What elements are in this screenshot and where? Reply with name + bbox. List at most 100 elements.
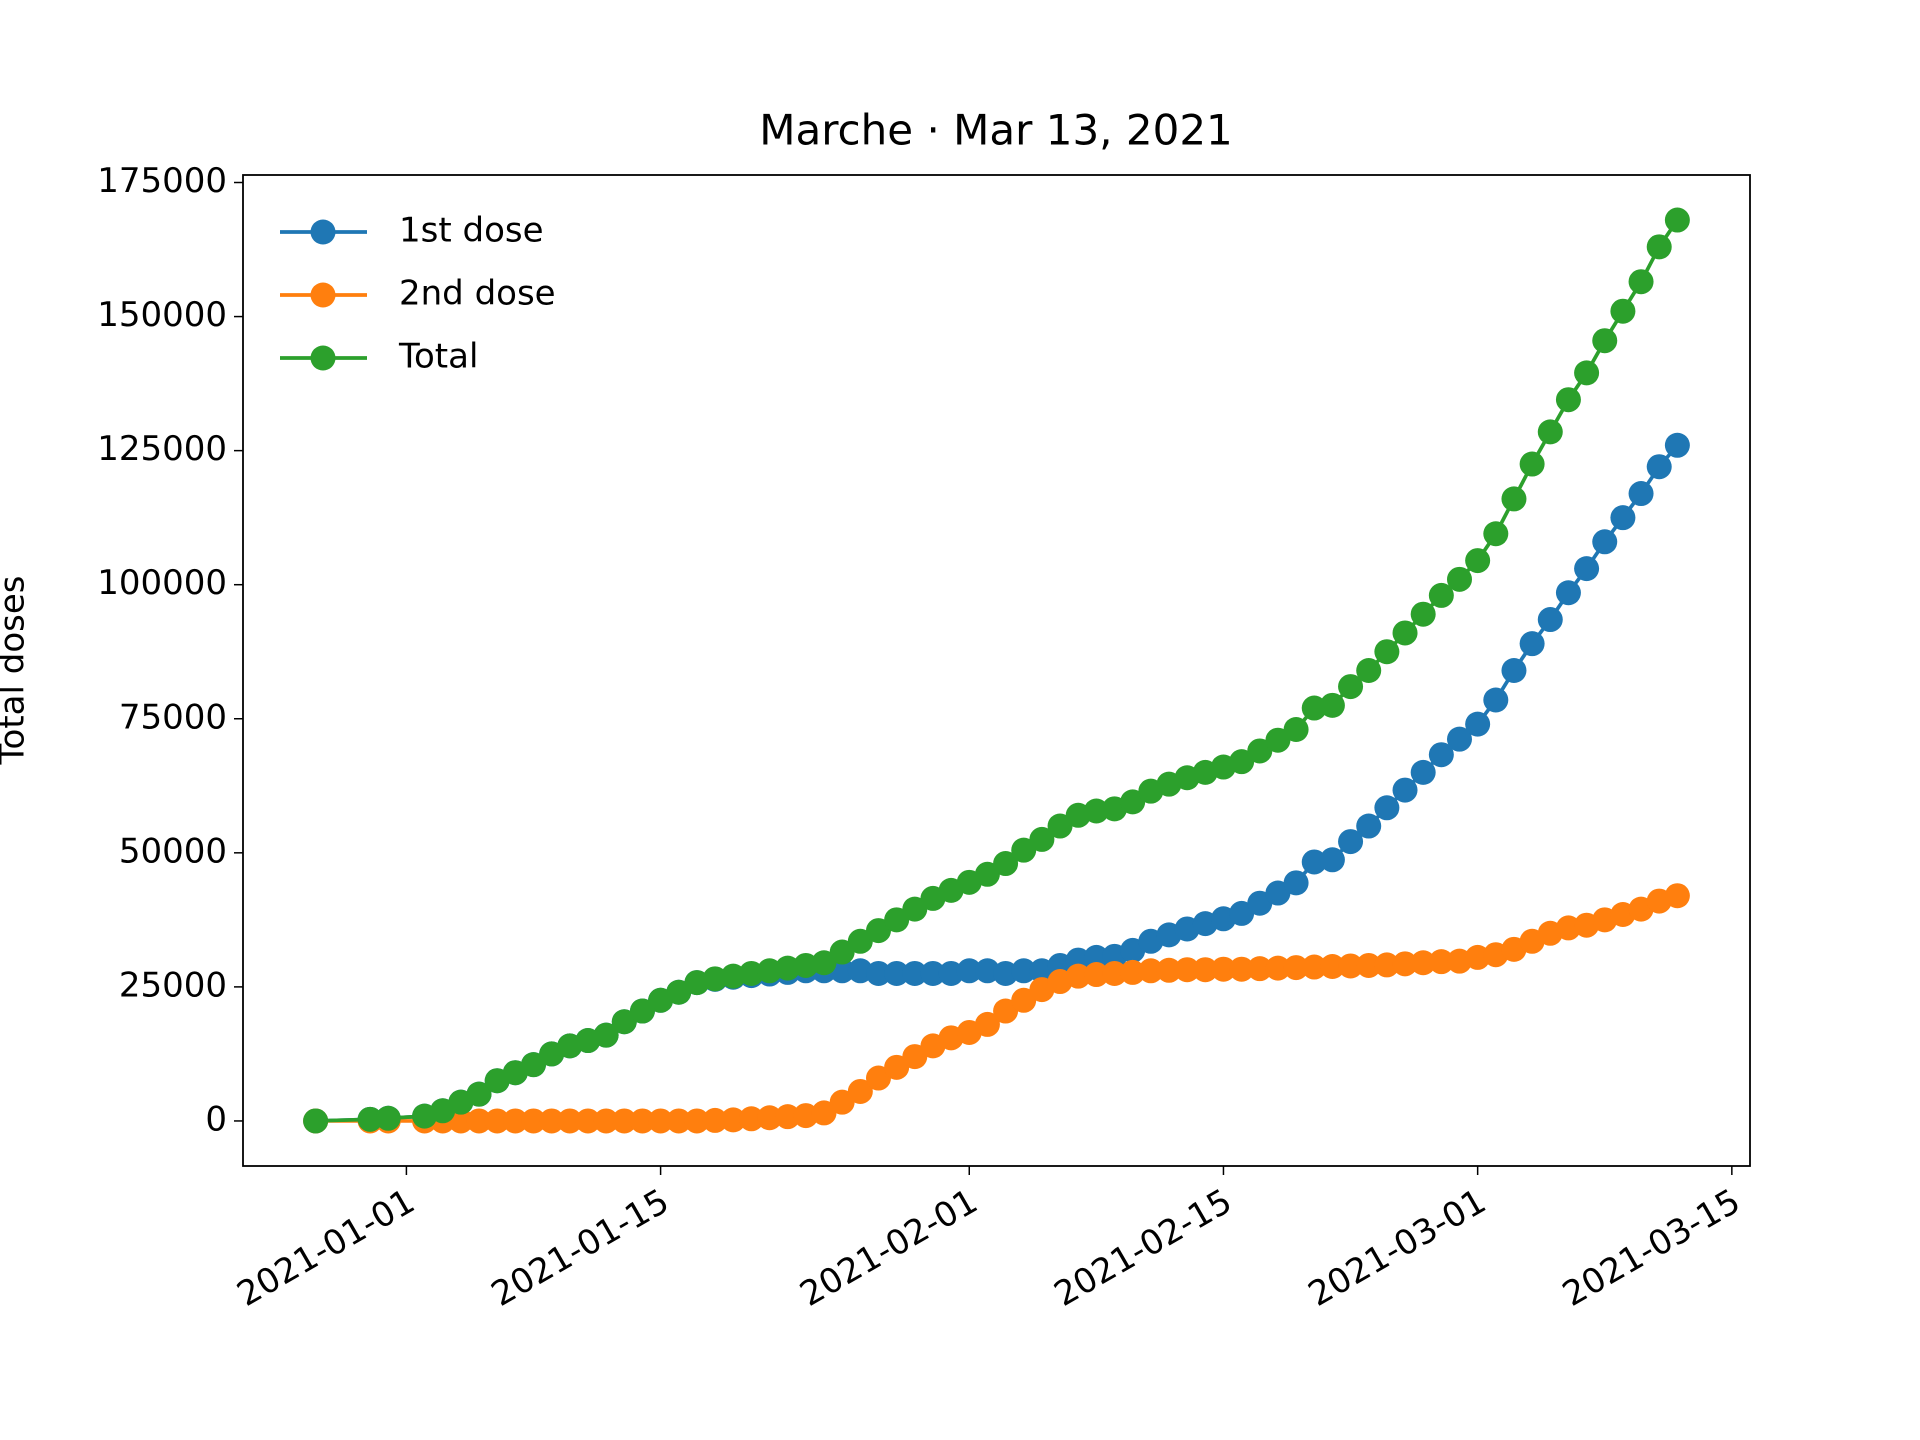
data-point <box>1592 328 1618 354</box>
data-point <box>484 1108 510 1134</box>
data-point <box>1465 711 1491 737</box>
data-point <box>375 1105 401 1131</box>
data-point <box>629 1108 655 1134</box>
data-point <box>1610 298 1636 324</box>
data-point <box>974 861 1000 887</box>
data-point <box>1356 952 1382 978</box>
data-point <box>1592 529 1618 555</box>
data-point <box>502 1108 528 1134</box>
plot-frame <box>242 174 1751 1167</box>
data-point <box>539 1108 565 1134</box>
y-axis-label: Total doses <box>0 576 33 766</box>
data-point <box>1392 777 1418 803</box>
data-point <box>1664 207 1690 233</box>
data-point <box>1120 959 1146 985</box>
data-point <box>1229 956 1255 982</box>
data-point <box>1537 607 1563 633</box>
data-point <box>1501 658 1527 683</box>
data-point <box>684 1108 710 1134</box>
data-point <box>1247 890 1273 916</box>
data-point <box>1338 674 1364 700</box>
data-point <box>521 1108 547 1134</box>
data-point <box>448 1108 474 1134</box>
data-point <box>1011 837 1037 863</box>
y-tick-label: 50000 <box>119 831 227 871</box>
data-point <box>557 1108 583 1134</box>
data-point <box>920 960 946 986</box>
data-point <box>902 896 928 922</box>
data-point <box>811 1100 837 1126</box>
data-point <box>1356 813 1382 839</box>
data-point <box>1374 952 1400 978</box>
data-point <box>1283 955 1309 981</box>
data-point <box>1428 949 1454 975</box>
data-point <box>720 1107 746 1133</box>
chart-title: Marche · Mar 13, 2021 <box>759 106 1233 155</box>
data-point <box>1011 987 1037 1013</box>
data-point <box>1410 601 1436 627</box>
data-point <box>1519 451 1545 477</box>
data-point <box>865 918 891 944</box>
legend-marker <box>310 219 336 245</box>
y-tick-label: 150000 <box>97 295 227 335</box>
y-tick-label: 0 <box>205 1099 227 1139</box>
data-point <box>1319 954 1345 980</box>
data-point <box>974 1011 1000 1037</box>
legend-label: 2nd dose <box>399 274 556 314</box>
data-point <box>1537 419 1563 445</box>
data-point <box>1483 687 1509 713</box>
data-point <box>1301 849 1327 875</box>
data-point <box>1301 954 1327 980</box>
data-point <box>1664 432 1690 458</box>
data-point <box>1229 749 1255 775</box>
legend-marker <box>310 345 336 371</box>
data-point <box>1392 620 1418 646</box>
data-point <box>1555 387 1581 413</box>
y-tick-label: 100000 <box>97 563 227 603</box>
data-point <box>1083 798 1109 824</box>
x-tick-label: 2021-03-01 <box>1302 1181 1493 1314</box>
data-point <box>1083 944 1109 970</box>
data-point <box>757 1105 783 1131</box>
x-tick-label: 2021-03-15 <box>1556 1181 1747 1314</box>
data-point <box>666 1108 692 1134</box>
data-point <box>1174 957 1200 983</box>
series <box>303 207 1690 1134</box>
data-point <box>1047 813 1073 839</box>
data-point <box>1319 692 1345 718</box>
data-point <box>738 1106 764 1132</box>
data-point <box>1446 726 1472 752</box>
data-point <box>1338 953 1364 979</box>
data-point <box>593 1022 619 1048</box>
data-point <box>1283 870 1309 896</box>
data-point <box>466 1108 492 1134</box>
data-point <box>811 950 837 976</box>
data-point <box>1610 505 1636 531</box>
data-point <box>865 1065 891 1091</box>
data-point <box>902 960 928 986</box>
data-point <box>829 1089 855 1115</box>
data-point <box>1011 958 1037 984</box>
data-point <box>1392 951 1418 977</box>
data-point <box>1410 759 1436 785</box>
data-point <box>1628 481 1654 507</box>
data-point <box>1428 582 1454 608</box>
x-tick-label: 2021-01-15 <box>485 1181 676 1314</box>
data-point <box>1410 950 1436 976</box>
data-point <box>1247 956 1273 982</box>
data-point <box>648 1108 674 1134</box>
data-point <box>357 1106 383 1132</box>
data-point <box>884 907 910 933</box>
data-point <box>1265 880 1291 906</box>
data-point <box>847 928 873 954</box>
data-point <box>1356 658 1382 683</box>
y-tick-label: 75000 <box>119 697 227 737</box>
data-point <box>1446 566 1472 592</box>
data-point <box>1519 631 1545 657</box>
y-tick-label: 125000 <box>97 429 227 469</box>
data-point <box>611 1009 637 1035</box>
x-tick-label: 2021-01-01 <box>231 1181 422 1314</box>
data-point <box>1283 716 1309 742</box>
y-tick-label: 175000 <box>97 161 227 201</box>
